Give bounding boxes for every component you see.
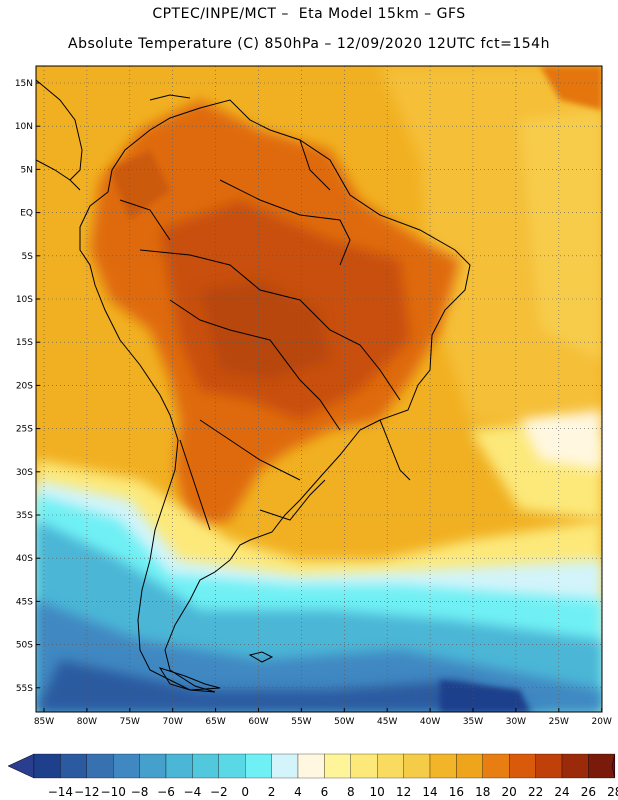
lon-label: 50W [334, 717, 354, 727]
colorbar-swatch [377, 753, 404, 779]
lat-label: 30S [16, 468, 33, 478]
lat-label: 10N [15, 122, 33, 132]
colorbar-swatch [86, 753, 114, 779]
colorbar-label: 8 [347, 785, 355, 799]
colorbar-label: 14 [422, 785, 437, 799]
colorbar-label: 12 [396, 785, 411, 799]
map-title: CPTEC/INPE/MCT – Eta Model 15km – GFS [152, 6, 466, 22]
colorbar-swatch [192, 753, 219, 779]
lat-label: 20S [16, 381, 33, 391]
colorbar-label: 20 [502, 785, 517, 799]
colorbar-swatch [218, 753, 246, 779]
lat-label: 15N [15, 79, 33, 89]
longitude-labels: 85W 80W 75W 70W 65W 60W 55W 50W 45W 40W 35W 30W 25W 2… [34, 708, 612, 727]
lon-label: 45W [377, 717, 397, 727]
temperature-field [36, 66, 602, 712]
colorbar-swatch [429, 753, 457, 779]
lat-label: 10S [16, 295, 33, 305]
lon-label: 75W [120, 717, 140, 727]
colorbar-swatch [33, 753, 61, 779]
colorbar-label: −2 [210, 785, 228, 799]
colorbar-swatch [324, 753, 351, 779]
lat-label: 40S [16, 554, 33, 564]
colorbar-swatch [456, 753, 483, 779]
colorbar-label: 10 [370, 785, 385, 799]
colorbar-label: 6 [321, 785, 329, 799]
colorbar: −14 −12 −10 −8 −6 −4 −2 0 2 4 6 8 10 12 14 16 18 20 22 24 26… [7, 753, 618, 799]
colorbar-label: 0 [241, 785, 249, 799]
colorbar-swatch [403, 753, 431, 779]
lat-label: 5S [22, 252, 34, 262]
lat-label: 15S [16, 338, 33, 348]
colorbar-label: 2 [268, 785, 276, 799]
lat-label: 35S [16, 511, 33, 521]
colorbar-label: 26 [581, 785, 596, 799]
colorbar-label: 4 [294, 785, 302, 799]
lon-label: 30W [506, 717, 526, 727]
lon-label: 70W [163, 717, 183, 727]
map-subtitle: Absolute Temperature (C) 850hPa – 12/09/… [68, 36, 550, 52]
lat-label: EQ [20, 209, 33, 219]
lon-label: 65W [205, 717, 225, 727]
colorbar-label: 16 [449, 785, 464, 799]
colorbar-swatch [113, 753, 140, 779]
colorbar-swatch [350, 753, 378, 779]
colorbar-swatch [165, 753, 193, 779]
lon-label: 60W [248, 717, 268, 727]
lat-label: 25S [16, 425, 33, 435]
colorbar-swatch [139, 753, 167, 779]
colorbar-swatch [271, 753, 299, 779]
colorbar-swatch [60, 753, 87, 779]
latitude-labels: 15N 10N 5N EQ 5S 10S 15S 20S 25S 30S 35S 40S 45S 50S 5… [15, 79, 40, 694]
colorbar-label: −14 [48, 785, 73, 799]
colorbar-label: −6 [157, 785, 175, 799]
lon-label: 35W [463, 717, 483, 727]
colorbar-label: 24 [554, 785, 569, 799]
lon-label: 25W [549, 717, 569, 727]
south-atlantic-coast [379, 419, 411, 481]
colorbar-swatch [245, 753, 272, 779]
lat-label: 5N [21, 165, 33, 175]
coastline [36, 79, 471, 693]
colorbar-swatch [509, 753, 536, 779]
colorbar-swatch [482, 753, 510, 779]
lon-label: 80W [77, 717, 97, 727]
lon-label: 85W [34, 717, 54, 727]
colorbar-swatch [535, 753, 563, 779]
lon-label: 55W [291, 717, 311, 727]
colorbar-label: −8 [131, 785, 149, 799]
lon-label: 40W [420, 717, 440, 727]
lat-label: 50S [16, 641, 33, 651]
colorbar-label: −12 [74, 785, 99, 799]
colorbar-label: 28 [607, 785, 618, 799]
colorbar-label: −10 [101, 785, 126, 799]
colorbar-swatch [588, 753, 615, 779]
colorbar-label: −4 [184, 785, 202, 799]
colorbar-swatch [297, 753, 325, 779]
colorbar-under-arrow [7, 753, 35, 779]
colorbar-swatch [561, 753, 589, 779]
lon-label: 20W [592, 717, 612, 727]
colorbar-label: 22 [528, 785, 543, 799]
lat-label: 45S [16, 597, 33, 607]
lat-label: 55S [16, 684, 33, 694]
colorbar-label: 18 [475, 785, 490, 799]
colorbar-over-arrow [611, 753, 616, 779]
plot-frame [35, 65, 603, 713]
